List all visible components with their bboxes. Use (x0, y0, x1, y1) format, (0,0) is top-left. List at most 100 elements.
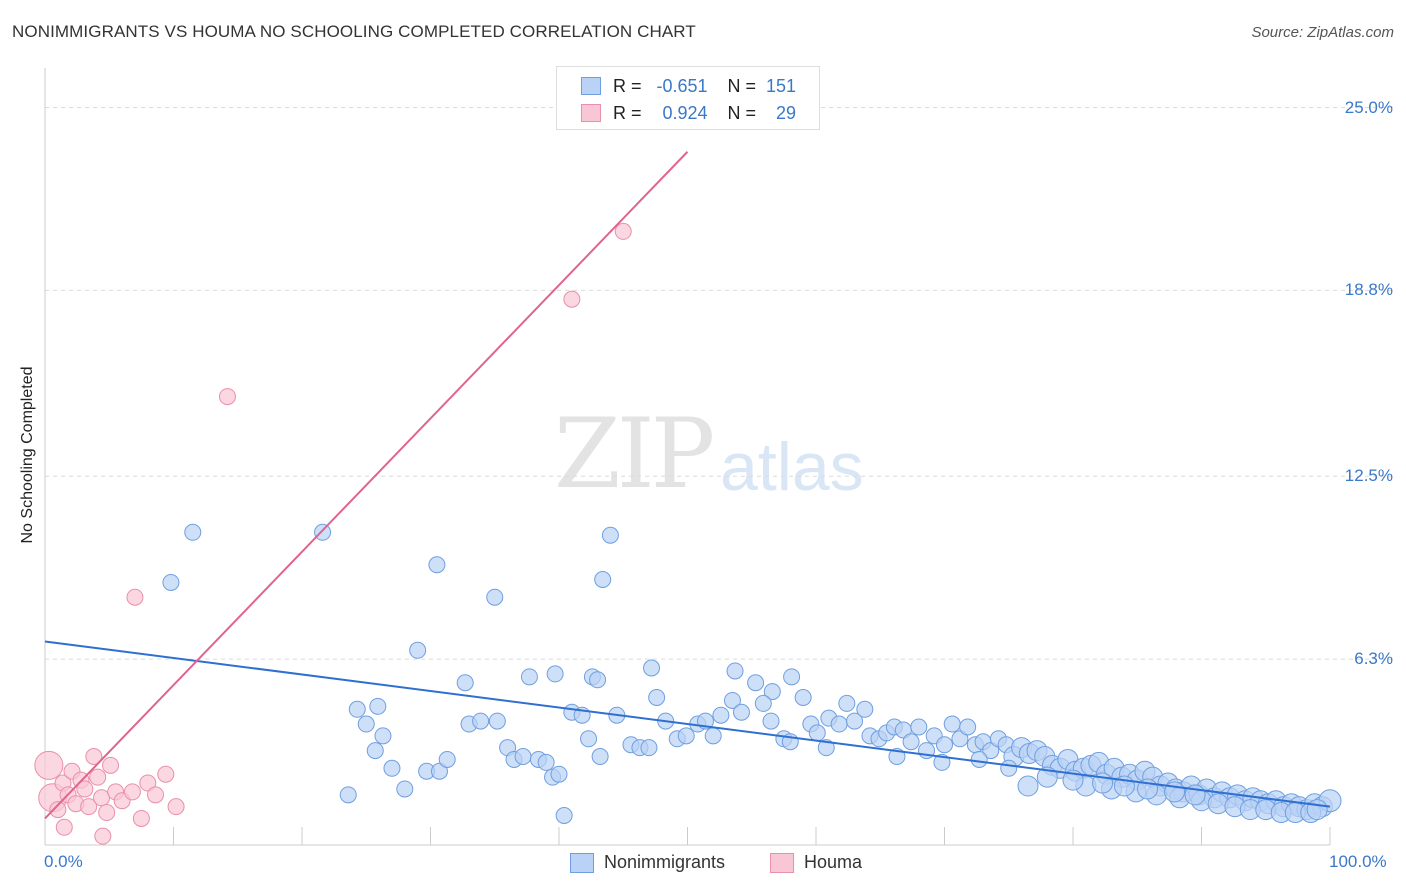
nonimmigrants-point (677, 727, 695, 745)
legend-r-label: R = (613, 75, 642, 96)
nonimmigrants-point (428, 556, 446, 574)
nonimmigrants-point (488, 712, 506, 730)
nonimmigrants-point (357, 715, 375, 733)
nonimmigrants-point (383, 759, 401, 777)
nonimmigrants-point (456, 674, 474, 692)
bottom-legend-label: Houma (804, 852, 863, 872)
nonimmigrants-point (601, 526, 619, 544)
nonimmigrants-point (794, 689, 812, 706)
nonimmigrants-point (943, 715, 961, 733)
nonimmigrants-point (546, 665, 564, 683)
nonimmigrants-point (970, 750, 988, 768)
nonimmigrants-point (846, 712, 864, 730)
nonimmigrants-point (959, 718, 977, 736)
nonimmigrants-point (838, 694, 856, 712)
nonimmigrants-point (1017, 775, 1039, 797)
nonimmigrants-point (808, 724, 826, 742)
watermark-atlas: atlas (720, 429, 864, 505)
chart-title: NONIMMIGRANTS VS HOUMA NO SCHOOLING COMP… (12, 22, 696, 41)
legend-r-value: 0.924 (662, 102, 708, 123)
source-label: Source: ZipAtlas.com (1251, 24, 1394, 41)
nonimmigrants-point (514, 748, 532, 765)
legend-row-houma: R = 0.924 N = 29 (581, 101, 796, 125)
houma-point (139, 774, 157, 792)
legend-swatch-pink (581, 104, 601, 122)
nonimmigrants-point (712, 706, 730, 724)
nonimmigrants-point (339, 786, 357, 804)
nonimmigrants-point (366, 742, 384, 760)
nonimmigrants-point (640, 739, 658, 757)
nonimmigrants-point (830, 715, 848, 733)
houma-point (80, 798, 98, 816)
houma-point (218, 388, 236, 406)
nonimmigrants-point (589, 671, 607, 689)
legend-row-nonimmigrants: R = -0.651 N = 151 (581, 74, 796, 98)
nonimmigrants-point (763, 683, 781, 701)
y-tick-label: 25.0% (1344, 97, 1393, 117)
houma-point (123, 783, 141, 801)
x-tick-min: 0.0% (44, 852, 83, 871)
nonimmigrants-point (747, 674, 765, 692)
nonimmigrants-point (762, 712, 780, 730)
nonimmigrants-point (1000, 759, 1018, 777)
watermark-zip: ZIP (554, 398, 715, 510)
trend-lines (44, 151, 1331, 820)
axes (44, 68, 1331, 846)
bottom-swatch-blue (570, 852, 594, 873)
nonimmigrants-point (314, 523, 332, 541)
data-points (34, 222, 1342, 845)
nonimmigrants-point (591, 748, 609, 765)
bottom-legend-houma: Houma (770, 852, 862, 873)
legend-n-label: N = (727, 102, 757, 123)
nonimmigrants-point (162, 573, 180, 591)
nonimmigrants-trend-line (44, 640, 1331, 808)
legend-r-label: R = (613, 102, 642, 123)
nonimmigrants-point (520, 668, 538, 686)
nonimmigrants-point (933, 753, 951, 771)
nonimmigrants-point (732, 703, 750, 721)
nonimmigrants-point (374, 727, 392, 745)
gridlines (45, 107, 1395, 660)
bottom-legend-nonimmigrants: Nonimmigrants (570, 852, 725, 873)
houma-point (102, 756, 120, 774)
houma-point (93, 789, 111, 807)
houma-point (55, 818, 73, 836)
nonimmigrants-point (430, 762, 448, 780)
nonimmigrants-point (783, 668, 801, 686)
houma-point (76, 780, 94, 798)
houma-point (157, 765, 175, 783)
legend-n-value: 151 (765, 75, 797, 96)
nonimmigrants-point (486, 588, 504, 606)
nonimmigrants-point (723, 691, 741, 709)
houma-point (132, 809, 150, 827)
houma-point (126, 588, 144, 606)
legend-n-value: 29 (776, 102, 797, 123)
nonimmigrants-point (982, 742, 1000, 760)
y-tick-label: 12.5% (1344, 466, 1393, 486)
nonimmigrants-point (348, 700, 366, 718)
nonimmigrants-point (856, 700, 874, 718)
nonimmigrants-point (594, 571, 612, 588)
nonimmigrants-point (537, 753, 555, 771)
nonimmigrants-point (910, 718, 928, 736)
houma-point (89, 768, 107, 786)
nonimmigrants-point (438, 750, 456, 768)
houma-point (49, 801, 67, 819)
nonimmigrants-point (951, 730, 969, 748)
legend-r-value: -0.651 (656, 75, 708, 96)
legend-swatch-blue (581, 77, 601, 95)
nonimmigrants-point (555, 807, 573, 824)
nonimmigrants-point (936, 736, 953, 754)
houma-point (147, 786, 165, 804)
nonimmigrants-point (643, 659, 661, 677)
nonimmigrants-point (754, 694, 772, 712)
y-tick-label: 6.3% (1354, 649, 1393, 669)
legend-n-label: N = (727, 75, 757, 96)
nonimmigrants-point (396, 780, 414, 798)
houma-point (98, 804, 116, 822)
houma-point (167, 798, 185, 816)
nonimmigrants-point (409, 641, 427, 659)
nonimmigrants-point (580, 730, 598, 748)
nonimmigrants-point (704, 727, 722, 745)
